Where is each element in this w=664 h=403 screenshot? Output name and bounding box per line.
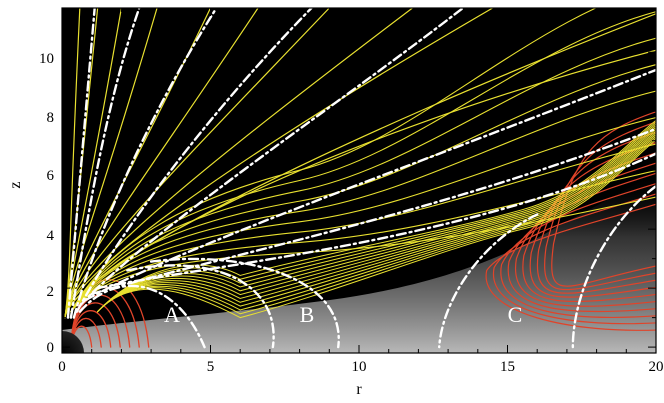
- dash-dot-line: [437, 213, 539, 349]
- y-tick-labels: 0 2 4 6 8 10: [39, 51, 55, 356]
- y-tick-label-0: 0: [47, 340, 55, 356]
- y-tick-label-4: 4: [47, 228, 55, 244]
- dash-dot-line: [149, 257, 340, 349]
- open-field-line-bundle: [97, 132, 656, 313]
- dash-dot-line: [571, 184, 656, 349]
- dash-dot-line: [96, 152, 656, 290]
- dash-dot-line: [75, 8, 313, 313]
- open-field-line: [70, 37, 656, 313]
- dash-dot-line: [126, 264, 275, 349]
- region-label-c: C: [508, 302, 523, 327]
- dash-dot-line: [78, 8, 465, 308]
- open-field-line-bundle: [97, 119, 656, 313]
- open-field-line-bundle: [97, 135, 656, 313]
- y-tick-label-10: 10: [39, 51, 54, 67]
- open-field-line-bundle: [97, 139, 656, 319]
- open-field-line-bundle: [97, 121, 656, 313]
- y-axis-label: z: [7, 181, 24, 188]
- open-field-line: [64, 8, 330, 319]
- open-field-line: [70, 11, 656, 313]
- open-field-line-bundle: [97, 126, 656, 313]
- closed-loop-c: [551, 111, 656, 287]
- open-field-line-bundle: [97, 134, 656, 313]
- dash-dot-line: [84, 68, 656, 302]
- dash-dot-line: [69, 8, 141, 319]
- closed-loop-c: [507, 172, 656, 313]
- closed-loop-c: [500, 183, 656, 318]
- closed-loop-c: [485, 203, 656, 331]
- dash-dot-line: [78, 284, 206, 349]
- y-tick-label-2: 2: [47, 284, 55, 300]
- closed-loop-c: [544, 121, 656, 291]
- open-field-line: [70, 169, 656, 313]
- x-tick-label-20: 20: [649, 359, 664, 375]
- x-tick-label-5: 5: [207, 359, 215, 375]
- dash-dot-line: [72, 8, 218, 319]
- open-field-line-bundle: [97, 130, 656, 313]
- field-lines: [64, 8, 656, 349]
- open-field-line-bundle: [97, 137, 656, 315]
- open-field-line: [70, 143, 656, 313]
- closed-loop-c: [536, 131, 656, 294]
- region-label-b: B: [300, 302, 315, 327]
- x-axis-label: r: [356, 381, 362, 398]
- y-tick-label-6: 6: [47, 168, 55, 184]
- x-tick-label-0: 0: [58, 359, 66, 375]
- disk-shading: [62, 175, 656, 353]
- x-tick-label-10: 10: [352, 359, 367, 375]
- open-field-line: [64, 8, 122, 319]
- closed-loop-c: [492, 193, 656, 325]
- y-tick-label-8: 8: [47, 110, 55, 126]
- open-field-line: [70, 8, 597, 313]
- region-labels: A B C: [164, 302, 522, 327]
- region-label-a: A: [164, 302, 180, 327]
- open-field-line: [70, 117, 656, 313]
- dash-dot-line: [66, 8, 96, 319]
- axis-ticks: [61, 8, 657, 353]
- open-field-line: [64, 8, 494, 319]
- x-tick-label-15: 15: [500, 359, 515, 375]
- x-tick-labels: 0 5 10 15 20: [58, 359, 663, 375]
- closed-loop-c: [529, 141, 656, 298]
- open-field-line: [70, 64, 656, 313]
